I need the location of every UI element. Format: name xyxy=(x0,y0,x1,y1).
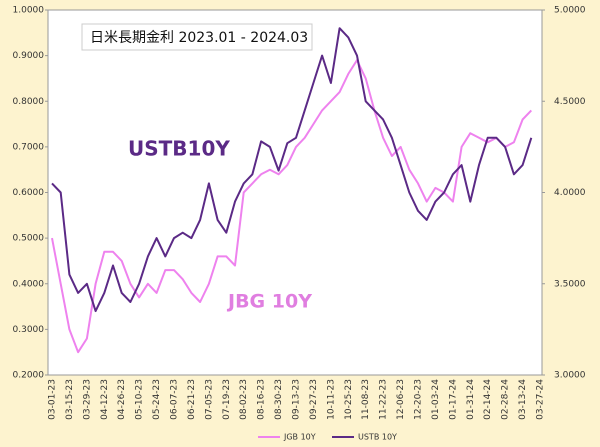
x-tick-label: 08-16-23 xyxy=(257,379,267,420)
x-tick-label: 08-30-23 xyxy=(274,379,284,420)
x-tick-label: 04-12-23 xyxy=(100,379,110,420)
x-tick-label: 02-28-24 xyxy=(501,379,511,420)
x-tick-label: 10-25-23 xyxy=(344,379,354,420)
x-tick-label: 08-02-23 xyxy=(239,379,249,420)
x-tick-label: 03-01-23 xyxy=(48,379,58,420)
x-tick-label: 05-24-23 xyxy=(152,379,162,420)
x-tick-label: 01-17-24 xyxy=(448,379,458,420)
y2-tick-label: 4.5000 xyxy=(554,97,586,107)
y-tick-label: 0.5000 xyxy=(13,234,45,244)
x-tick-label: 01-31-24 xyxy=(466,379,476,420)
x-tick-label: 05-10-23 xyxy=(135,379,145,420)
x-tick-label: 03-29-23 xyxy=(82,379,92,420)
x-tick-label: 01-03-24 xyxy=(431,379,441,420)
y-tick-label: 0.6000 xyxy=(13,188,45,198)
x-tick-label: 04-26-23 xyxy=(117,379,127,420)
line xyxy=(51,59,533,354)
y2-tick-label: 3.5000 xyxy=(554,279,586,289)
y2-tick-label: 3.0000 xyxy=(554,371,586,381)
annotation: JBG 10Y xyxy=(226,291,312,313)
y-tick-label: 0.2000 xyxy=(13,371,45,381)
x-tick-label: 07-19-23 xyxy=(222,379,232,420)
y2-tick-label: 4.0000 xyxy=(554,188,586,198)
plot-area xyxy=(47,9,543,376)
line xyxy=(51,27,533,313)
y-tick-label: 1.0000 xyxy=(13,6,45,16)
x-tick-label: 06-07-23 xyxy=(170,379,180,420)
marks xyxy=(51,27,533,354)
legend-label: JGB 10Y xyxy=(283,433,316,442)
x-tick-label: 12-20-23 xyxy=(414,379,424,420)
x-tick-label: 02-14-24 xyxy=(483,379,493,420)
y2-tick-label: 5.0000 xyxy=(554,6,586,16)
x-tick-label: 11-08-23 xyxy=(361,379,371,420)
x-tick-label: 09-27-23 xyxy=(309,379,319,420)
y-tick-label: 0.7000 xyxy=(13,142,45,152)
x-tick-label: 03-15-23 xyxy=(65,379,75,420)
x-tick-label: 03-13-24 xyxy=(518,379,528,420)
x-tick-label: 10-11-23 xyxy=(326,379,336,420)
chart-title: 日米長期金利 2023.01 - 2024.03 xyxy=(90,30,308,46)
y-tick-label: 0.8000 xyxy=(13,97,45,107)
y-tick-label: 0.3000 xyxy=(13,325,45,335)
legend-label: USTB 10Y xyxy=(358,433,397,442)
x-tick-label: 06-21-23 xyxy=(187,379,197,420)
y-tick-label: 0.9000 xyxy=(13,51,45,61)
annotation: USTB10Y xyxy=(128,137,230,161)
x-tick-label: 03-27-24 xyxy=(536,379,546,420)
x-tick-label: 07-05-23 xyxy=(204,379,214,420)
x-tick-label: 11-22-23 xyxy=(379,379,389,420)
x-tick-label: 09-13-23 xyxy=(292,379,302,420)
y-tick-label: 0.4000 xyxy=(13,279,45,289)
x-tick-label: 12-06-23 xyxy=(396,379,406,420)
title-box xyxy=(81,23,313,51)
